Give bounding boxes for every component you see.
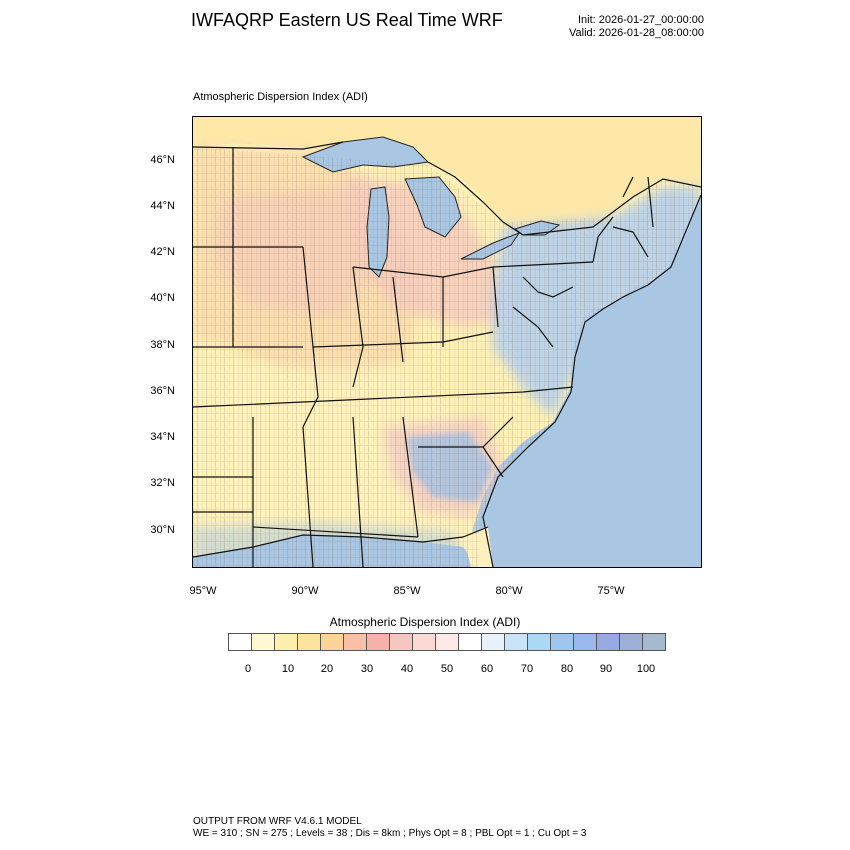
colorbar-swatch (344, 634, 367, 650)
map-panel (192, 116, 702, 568)
lat-label: 46°N (150, 154, 175, 166)
colorbar-tick-label: 90 (599, 663, 613, 675)
lat-label: 32°N (150, 477, 175, 489)
adi-map (193, 117, 701, 567)
model-config: WE = 310 ; SN = 275 ; Levels = 38 ; Dis … (193, 828, 587, 839)
state-borders (193, 147, 654, 567)
colorbar (228, 633, 666, 651)
colorbar-swatch (229, 634, 252, 650)
colorbar-swatch (620, 634, 643, 650)
lat-label: 40°N (150, 292, 175, 304)
lon-label: 90°W (291, 585, 319, 597)
colorbar-swatch (482, 634, 505, 650)
gulf-coastline (193, 526, 489, 558)
model-info: OUTPUT FROM WRF V4.6.1 MODEL (193, 816, 362, 827)
colorbar-swatch (413, 634, 436, 650)
atlantic-ocean (478, 195, 701, 567)
lon-label: 80°W (495, 585, 523, 597)
colorbar-swatch (505, 634, 528, 650)
colorbar-swatch (528, 634, 551, 650)
colorbar-swatch (551, 634, 574, 650)
colorbar-swatch (643, 634, 665, 650)
legend-title: Atmospheric Dispersion Index (ADI) (329, 615, 521, 629)
colorbar-tick-label: 50 (440, 663, 454, 675)
colorbar-swatch (459, 634, 482, 650)
colorbar-swatch (252, 634, 275, 650)
colorbar-swatch (390, 634, 413, 650)
colorbar-tick-label: 30 (360, 663, 374, 675)
colorbar-tick-label: 70 (520, 663, 534, 675)
lat-label: 44°N (150, 200, 175, 212)
page-title: IWFAQRP Eastern US Real Time WRF (191, 10, 503, 30)
canada-border (193, 141, 701, 236)
colorbar-tick-label: 10 (281, 663, 295, 675)
lon-label: 95°W (189, 585, 217, 597)
colorbar-swatch (321, 634, 344, 650)
colorbar-swatch (436, 634, 459, 650)
colorbar-tick-label: 0 (244, 663, 252, 675)
colorbar-swatch (275, 634, 298, 650)
lat-label: 38°N (150, 339, 175, 351)
colorbar-tick-label: 20 (320, 663, 334, 675)
colorbar-tick-label: 100 (636, 663, 656, 675)
map-title: Atmospheric Dispersion Index (ADI) (193, 91, 368, 103)
lon-label: 75°W (597, 585, 625, 597)
lat-label: 30°N (150, 524, 175, 536)
colorbar-swatch (298, 634, 321, 650)
lat-label: 36°N (150, 385, 175, 397)
colorbar-tick-label: 40 (400, 663, 414, 675)
lon-label: 85°W (393, 585, 421, 597)
colorbar-swatch (574, 634, 597, 650)
colorbar-tick-label: 60 (480, 663, 494, 675)
colorbar-swatch (597, 634, 620, 650)
colorbar-tick-label: 80 (560, 663, 574, 675)
lat-label: 34°N (150, 431, 175, 443)
atlantic-coastline (482, 194, 701, 567)
colorbar-swatch (367, 634, 390, 650)
valid-time: Valid: 2026-01-28_08:00:00 (569, 27, 704, 39)
canada-region (193, 117, 701, 237)
init-time: Init: 2026-01-27_00:00:00 (578, 14, 704, 26)
lat-label: 42°N (150, 246, 175, 258)
